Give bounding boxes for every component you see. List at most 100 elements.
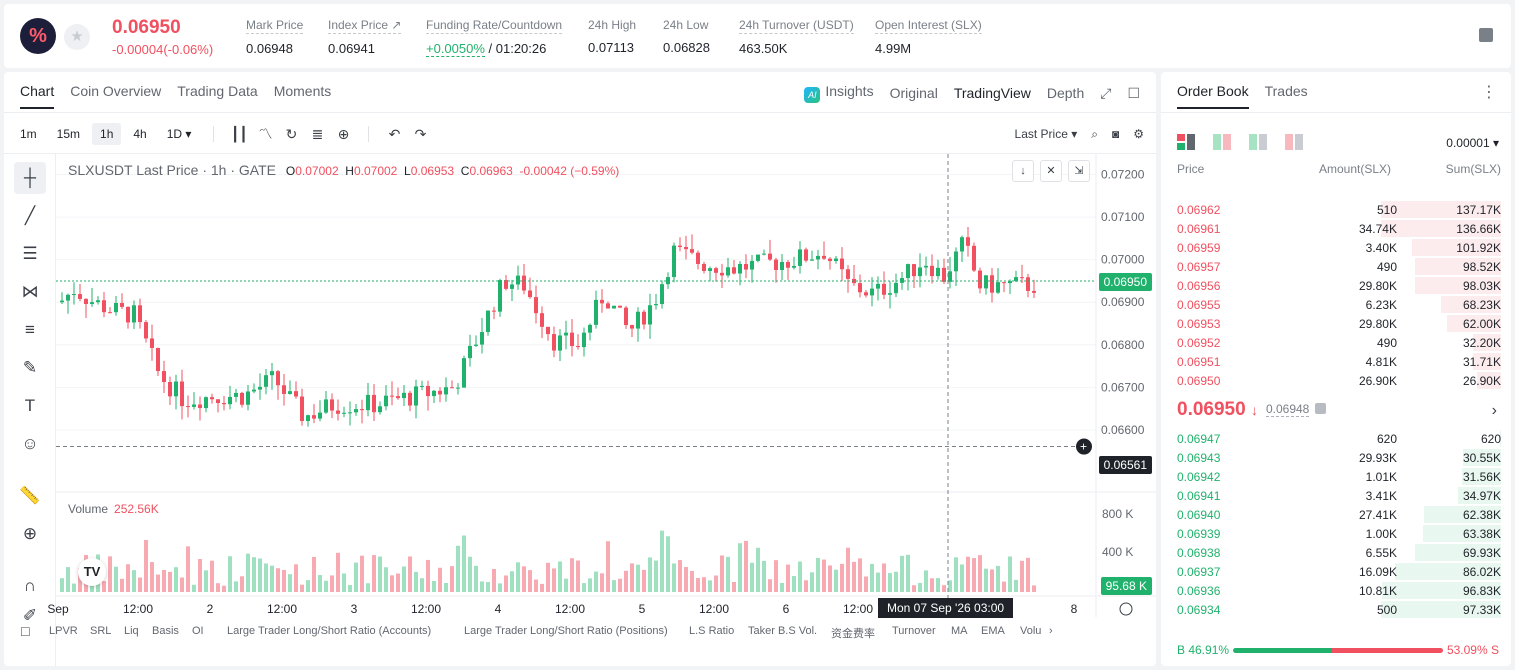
tab-coin-overview[interactable]: Coin Overview bbox=[70, 83, 162, 99]
bid-row[interactable]: 0.06939 1.00K 63.38K bbox=[1161, 524, 1511, 543]
indicator-1[interactable]: SRL bbox=[90, 625, 112, 637]
timeframe-1h[interactable]: 1h bbox=[92, 123, 122, 145]
fib-icon[interactable]: ≡ bbox=[25, 320, 35, 339]
settings-icon[interactable]: ☐ bbox=[20, 625, 31, 639]
indicator-10[interactable]: Turnover bbox=[892, 625, 936, 637]
bid-row[interactable]: 0.06937 16.09K 86.02K bbox=[1161, 562, 1511, 581]
candle-body bbox=[1002, 282, 1006, 284]
candle-body bbox=[570, 332, 574, 347]
indicators-icon[interactable]: 〽 bbox=[258, 126, 273, 142]
indicator-11[interactable]: MA bbox=[951, 625, 968, 637]
pattern-icon[interactable]: ⋈ bbox=[21, 282, 39, 301]
indicator-8[interactable]: Taker B.S Vol. bbox=[748, 625, 818, 637]
bid-row[interactable]: 0.06936 10.81K 96.83K bbox=[1161, 581, 1511, 600]
book-icon[interactable] bbox=[1479, 28, 1493, 42]
bid-row[interactable]: 0.06941 3.41K 34.97K bbox=[1161, 486, 1511, 505]
stat-funding-rate[interactable]: Funding Rate/Countdown +0.0050% / 01:20:… bbox=[426, 18, 563, 57]
tradingview-logo[interactable]: TV bbox=[78, 558, 106, 586]
timeframe-1m[interactable]: 1m bbox=[20, 127, 37, 141]
indicator-7[interactable]: L.S Ratio bbox=[689, 625, 735, 637]
precision-dropdown[interactable]: 0.00001 ▾ bbox=[1446, 136, 1499, 150]
indicator-3[interactable]: Basis bbox=[152, 625, 179, 637]
indicator-4[interactable]: OI bbox=[192, 625, 204, 637]
ask-row[interactable]: 0.06959 3.40K 101.92K bbox=[1161, 238, 1511, 257]
volume-bar bbox=[618, 578, 622, 592]
indicator-9[interactable]: 资金费率 bbox=[831, 628, 875, 640]
volume-bar bbox=[312, 556, 316, 592]
chevron-right-icon[interactable]: › bbox=[1491, 402, 1497, 419]
search-icon[interactable]: ⌕ bbox=[1091, 126, 1098, 141]
horizontal-lines-icon[interactable]: ☰ bbox=[22, 244, 38, 263]
timeframe-1d-dropdown[interactable]: 1D ▾ bbox=[166, 127, 192, 141]
window-icon[interactable]: ☐ bbox=[1127, 84, 1140, 101]
trend-line-icon[interactable]: ╱ bbox=[24, 206, 36, 225]
pane-down-icon[interactable]: ↓ bbox=[1012, 160, 1034, 182]
indicator-0[interactable]: LPVR bbox=[49, 625, 78, 637]
indicator-6[interactable]: Large Trader Long/Short Ratio (Positions… bbox=[464, 625, 668, 637]
indicator-13[interactable]: Volu bbox=[1020, 625, 1042, 637]
indicator-12[interactable]: EMA bbox=[981, 625, 1005, 637]
price-source-dropdown[interactable]: Last Price ▾ bbox=[1014, 127, 1078, 141]
redo-icon[interactable]: ↷ bbox=[414, 125, 427, 142]
ask-row[interactable]: 0.06951 4.81K 31.71K bbox=[1161, 352, 1511, 371]
zoom-in-icon[interactable]: ⊕ bbox=[22, 524, 38, 543]
bid-row[interactable]: 0.06938 6.55K 69.93K bbox=[1161, 543, 1511, 562]
mode-both-icon[interactable] bbox=[1177, 134, 1195, 150]
bid-row[interactable]: 0.06934 500 97.33K bbox=[1161, 600, 1511, 619]
candle-type-icon[interactable]: ┃┃ bbox=[231, 125, 248, 142]
ask-row[interactable]: 0.06956 29.80K 98.03K bbox=[1161, 276, 1511, 295]
stat-open-interest[interactable]: Open Interest (SLX) 4.99M bbox=[875, 18, 982, 56]
bid-row[interactable]: 0.06947 620 620 bbox=[1161, 429, 1511, 448]
tab-order-book[interactable]: Order Book bbox=[1177, 83, 1249, 109]
mode-asks-icon[interactable] bbox=[1285, 134, 1303, 150]
tab-trading-data[interactable]: Trading Data bbox=[177, 83, 258, 99]
stat-mark-price[interactable]: Mark Price 0.06948 bbox=[246, 18, 304, 56]
tab-trades[interactable]: Trades bbox=[1264, 83, 1308, 99]
crosshair-icon[interactable]: ┼ bbox=[14, 162, 46, 194]
timeframe-15m[interactable]: 15m bbox=[56, 127, 81, 141]
indicator-5[interactable]: Large Trader Long/Short Ratio (Accounts) bbox=[227, 625, 432, 637]
ask-row[interactable]: 0.06957 490 98.52K bbox=[1161, 257, 1511, 276]
camera-icon[interactable]: ◙ bbox=[1111, 127, 1120, 141]
stat-index-price[interactable]: Index Price ↗ 0.06941 bbox=[328, 18, 402, 56]
ask-row[interactable]: 0.06953 29.80K 62.00K bbox=[1161, 314, 1511, 333]
brush-icon[interactable]: ✎ bbox=[22, 358, 38, 377]
bid-row[interactable]: 0.06942 1.01K 31.56K bbox=[1161, 467, 1511, 486]
ask-row[interactable]: 0.06962 510 137.17K bbox=[1161, 200, 1511, 219]
timeframe-4h[interactable]: 4h bbox=[133, 127, 147, 141]
tab-tradingview[interactable]: TradingView bbox=[953, 85, 1031, 101]
indicator-14[interactable]: › bbox=[1049, 625, 1053, 637]
more-icon[interactable]: ⋮ bbox=[1481, 84, 1497, 101]
bid-row[interactable]: 0.06940 27.41K 62.38K bbox=[1161, 505, 1511, 524]
indicator-2[interactable]: Liq bbox=[124, 625, 139, 637]
bid-row[interactable]: 0.06943 29.93K 30.55K bbox=[1161, 448, 1511, 467]
pencil-lock-icon[interactable]: ✐ bbox=[22, 606, 38, 625]
mode-bids-icon[interactable] bbox=[1249, 134, 1267, 150]
ask-row[interactable]: 0.06952 490 32.20K bbox=[1161, 333, 1511, 352]
ask-row[interactable]: 0.06950 26.90K 26.90K bbox=[1161, 371, 1511, 390]
pane-collapse-icon[interactable]: ✕ bbox=[1040, 160, 1062, 182]
emoji-icon[interactable]: ☺ bbox=[21, 434, 39, 453]
candlestick-chart[interactable]: 0.07200 0.07100 0.07000 0.06900 0.06800 0.067… bbox=[4, 72, 1156, 666]
pane-maximize-icon[interactable]: ⇲ bbox=[1068, 160, 1090, 182]
candle-body bbox=[558, 335, 562, 351]
stat-24h-turnover[interactable]: 24h Turnover (USDT) 463.50K bbox=[739, 18, 854, 56]
add-indicator-icon[interactable]: ⊕ bbox=[337, 125, 350, 142]
template-icon[interactable]: ≣ bbox=[311, 125, 324, 142]
expand-icon[interactable]: ⤢ bbox=[1100, 84, 1112, 101]
magnet-icon[interactable]: ∩ bbox=[23, 576, 37, 595]
ask-row[interactable]: 0.06961 34.74K 136.66K bbox=[1161, 219, 1511, 238]
gear-icon[interactable]: ⚙ bbox=[1133, 127, 1144, 141]
tab-chart[interactable]: Chart bbox=[20, 83, 55, 109]
undo-icon[interactable]: ↶ bbox=[388, 125, 401, 142]
favorite-star-icon[interactable]: ★ bbox=[64, 24, 90, 50]
compare-icon[interactable]: ↻ bbox=[285, 125, 298, 142]
tab-moments[interactable]: Moments bbox=[273, 83, 332, 99]
ruler-icon[interactable]: 📏 bbox=[19, 486, 41, 505]
ask-row[interactable]: 0.06955 6.23K 68.23K bbox=[1161, 295, 1511, 314]
tab-depth[interactable]: Depth bbox=[1046, 85, 1085, 101]
tab-insights[interactable]: AI Insights bbox=[804, 83, 874, 103]
mode-bids-asks-icon[interactable] bbox=[1213, 134, 1231, 150]
text-tool-icon[interactable]: T bbox=[24, 396, 36, 415]
tab-original[interactable]: Original bbox=[889, 85, 938, 101]
